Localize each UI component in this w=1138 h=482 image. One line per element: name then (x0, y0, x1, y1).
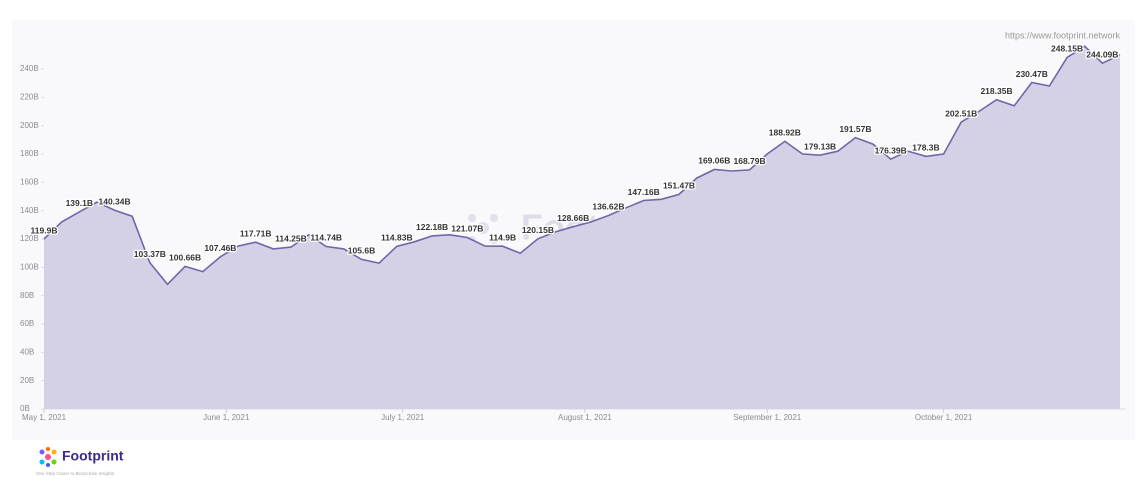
data-label: 117.71B (240, 228, 272, 238)
data-label: 120.15B (522, 225, 554, 235)
x-tick-label: October 1, 2021 (915, 413, 973, 422)
data-label: 178.3B (912, 143, 939, 153)
y-tick-label: 160B (20, 177, 39, 186)
y-tick-label: 40B (20, 347, 34, 356)
y-tick-label: 200B (20, 121, 39, 130)
data-label: 122.18B (416, 222, 448, 232)
data-label: 248.15B (1051, 44, 1083, 54)
data-label: 218.35B (980, 86, 1012, 96)
x-tick-label: September 1, 2021 (733, 413, 802, 422)
data-label: 114.9B (489, 232, 516, 242)
plot: 0B 20B 40B 60B 80B 100B 120B 140B 160B 180B 200B 22… (20, 42, 1126, 422)
data-label: 230.47B (1016, 69, 1048, 79)
data-label: 119.9B (31, 225, 58, 235)
y-tick-label: 180B (20, 149, 39, 158)
data-label: 114.83B (381, 233, 413, 243)
data-label: 121.07B (451, 224, 483, 234)
data-label: 179.13B (804, 141, 836, 151)
data-label: 107.46B (204, 243, 236, 253)
logo-tagline: One Step Closer to Blockchain Insights (36, 471, 115, 476)
data-label: 176.39B (875, 145, 907, 155)
y-tick-label: 220B (20, 92, 39, 101)
y-tick-label: 20B (20, 376, 34, 385)
data-label: 128.66B (557, 213, 589, 223)
source-url: https://www.footprint.network (1005, 30, 1121, 40)
data-label: 147.16B (628, 187, 660, 197)
y-tick-label: 240B (20, 64, 39, 73)
logo-name: Footprint (62, 448, 124, 464)
data-label: 244.09B (1086, 49, 1118, 59)
y-tick-label: 0B (20, 404, 30, 413)
data-label: 114.25B (275, 233, 307, 243)
data-label: 188.92B (769, 128, 801, 138)
line (43, 45, 1121, 286)
data-label: 114.74B (310, 233, 342, 243)
y-tick-label: 60B (20, 319, 34, 328)
data-label: 191.57B (839, 124, 871, 134)
data-label: 202.51B (945, 108, 977, 118)
data-label: 105.6B (348, 246, 375, 256)
data-label: 100.66B (169, 253, 201, 263)
data-label: 169.06B (698, 156, 730, 166)
y-tick-label: 80B (20, 291, 34, 300)
y-tick-label: 140B (20, 206, 39, 215)
x-tick-label: August 1, 2021 (558, 413, 612, 422)
data-label: 168.79B (734, 156, 766, 166)
x-tick-label: May 1, 2021 (22, 413, 67, 422)
data-label: 151.47B (663, 181, 695, 191)
data-label: 103.37B (134, 249, 166, 259)
x-tick-label: June 1, 2021 (203, 413, 250, 422)
y-tick-label: 120B (20, 234, 39, 243)
data-label: 140.34B (98, 196, 130, 206)
y-tick-label: 100B (20, 262, 39, 271)
x-tick-label: July 1, 2021 (381, 413, 425, 422)
data-label: 136.62B (592, 202, 624, 212)
area (44, 46, 1120, 410)
footer-logo: Footprint One Step Closer to Blockchain … (36, 447, 124, 476)
data-label: 139.1B (66, 198, 93, 208)
